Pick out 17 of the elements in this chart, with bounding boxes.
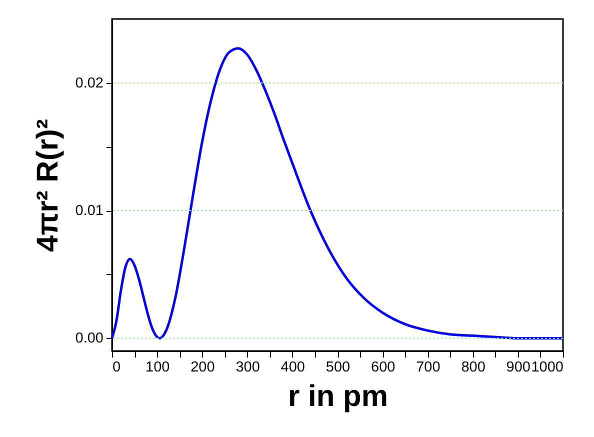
x-tick-label: 800: [461, 360, 486, 376]
y-axis-title: 4πr² R(r)²: [31, 119, 64, 252]
line-series: [110, 47, 564, 340]
y-tick-label: 0.00: [75, 330, 104, 347]
x-tick-label: 500: [326, 360, 350, 376]
x-tick-label: 100: [146, 360, 170, 376]
x-tick-label: 1000: [531, 360, 564, 376]
x-tick-label: 200: [190, 360, 215, 376]
x-axis-title: r in pm: [288, 380, 388, 413]
x-tick-label: 400: [280, 360, 305, 376]
y-tick-label: 0.01: [75, 203, 104, 220]
x-tick-label: 700: [416, 360, 440, 376]
x-tick-label: 300: [236, 360, 260, 376]
x-tick-label: 0: [112, 360, 121, 376]
x-tick-label: 600: [371, 360, 396, 376]
y-tick-label: 0.02: [75, 75, 104, 92]
x-tick-label: 900: [506, 360, 530, 376]
